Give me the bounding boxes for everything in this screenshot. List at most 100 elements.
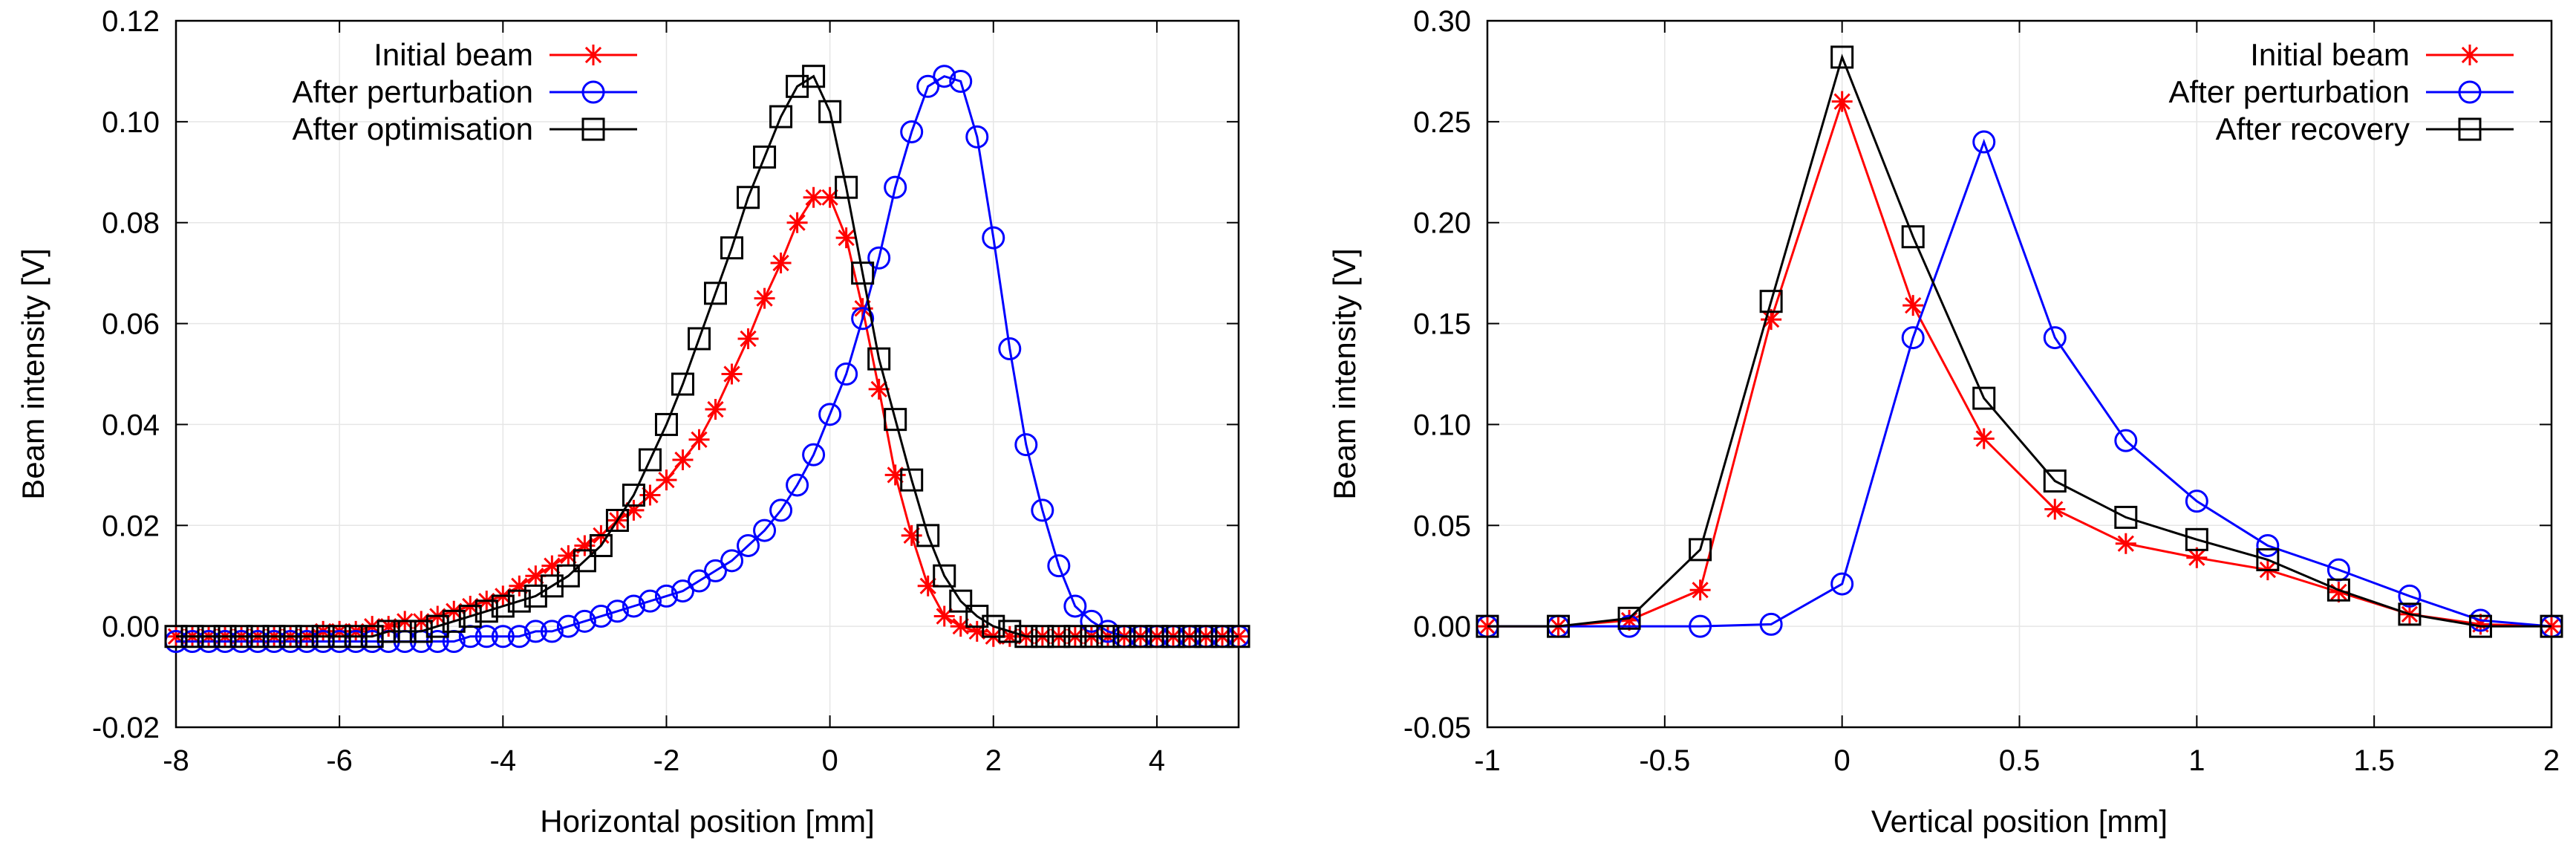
x-axis-label: Vertical position [mm] [1871,804,2168,839]
data-point [409,620,433,643]
x-tick-label: -8 [163,744,189,777]
data-point [509,575,530,597]
data-point [671,579,694,603]
data-point [2328,581,2350,602]
legend-label: Initial beam [374,37,533,72]
data-point [851,307,875,331]
data-point [574,535,596,556]
data-point [1973,428,1995,449]
data-point [2468,614,2492,638]
data-point [556,614,580,638]
data-point [507,625,531,649]
data-point [819,186,841,208]
data-point [720,549,744,573]
data-point [754,287,775,309]
data-point [344,625,368,649]
data-point [933,65,956,88]
data-point [949,70,973,94]
data-point [262,625,286,649]
data-point [622,484,645,507]
data-point [867,347,891,371]
data-point [802,443,826,467]
data-point [2470,614,2491,635]
legend-marker [2458,80,2482,104]
data-point [2114,429,2138,452]
data-point [884,408,907,432]
data-point [900,120,924,143]
data-point [1080,609,1103,633]
data-point [2256,547,2280,571]
x-tick-label: -4 [490,744,517,777]
data-point [229,625,253,649]
plot-frame [175,19,1240,729]
y-axis-label: Beam intensity [V] [16,248,50,499]
data-point [705,399,726,420]
data-point [1972,386,1996,410]
data-point [1619,609,1640,631]
x-tick-label: -1 [1474,744,1501,777]
data-point [2114,505,2138,529]
data-point [1112,625,1136,649]
data-point [835,363,858,386]
x-axis-label: Horizontal position [mm] [540,804,875,839]
data-point [721,363,743,385]
data-point [638,448,662,472]
data-point [999,625,1020,647]
data-point [1901,225,1925,249]
data-point [1145,625,1169,649]
chart-vertical: -1 -0.5 0 0.5 1 1.5 2 -0.05 0.00 0.05 0.10 0.15 0.20… [1327,5,2563,839]
data-point [1547,614,1571,638]
data-point [524,620,547,643]
legend-marker [581,117,605,141]
data-point [818,403,842,426]
y-tick-label: 0.08 [102,207,160,240]
data-point [2186,547,2208,568]
data-point [1901,326,1925,350]
data-point [638,589,662,613]
y-tick-label: 0.00 [1413,611,1471,643]
data-point [867,246,891,270]
y-tick-label: 0.10 [102,106,160,139]
data-point [589,605,613,628]
y-tick-label: 0.30 [1413,5,1471,38]
data-point [442,609,466,633]
data-point [900,468,924,492]
series-line [1487,138,2552,628]
data-point [164,625,188,649]
data-point [1689,579,1711,601]
data-point [327,625,351,649]
legend-label: After perturbation [2168,74,2410,109]
data-point [998,620,1022,643]
data-point [1047,554,1071,578]
data-point [180,625,204,649]
data-point [737,186,760,209]
y-tick-label: 0.04 [102,409,160,441]
chart-horizontal: -8 -6 -4 -2 0 2 4 -0.02 0.00 0.02 0.04 0.06 0.08 0.10… [16,5,1250,839]
data-point [803,186,824,208]
data-point [786,473,809,497]
data-point [622,594,645,618]
y-tick-label: 0.12 [102,5,160,38]
data-point [2044,498,2066,520]
y-tick-label: 0.00 [102,611,160,643]
data-point [1161,625,1185,649]
legend-label: After recovery [2216,111,2410,146]
legend-marker [583,45,604,65]
y-tick-label: 0.02 [102,510,160,542]
data-point [491,594,515,618]
data-point [1063,625,1087,649]
y-tick-label: 0.10 [1413,409,1471,441]
data-point [1227,625,1250,649]
data-point [507,589,531,613]
plot-frame [1486,19,2553,729]
data-point [1080,625,1103,649]
y-tick-label: -0.02 [92,712,160,744]
x-tick-label: 0.5 [1999,744,2041,777]
data-point [835,227,857,249]
data-point [1689,614,1712,638]
x-tick-label: 2 [985,744,1002,777]
legend-label: After perturbation [292,74,533,109]
y-tick-label: 0.20 [1413,207,1471,240]
data-point [1014,625,1038,649]
